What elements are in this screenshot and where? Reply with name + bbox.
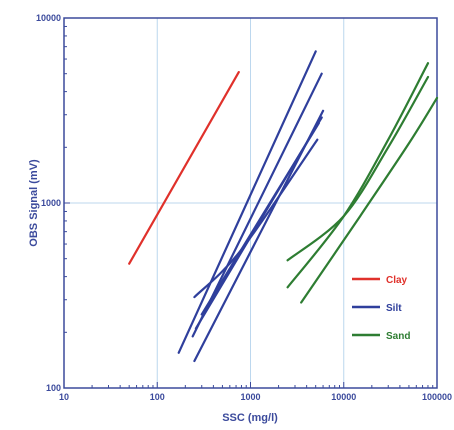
legend-label-clay: Clay (386, 275, 408, 286)
x-axis-title: SSC (mg/l) (222, 412, 278, 424)
series-line-silt (200, 122, 320, 316)
legend-label-sand: Sand (386, 331, 410, 342)
y-tick-label: 10000 (36, 13, 61, 23)
y-axis-title: OBS Signal (mV) (28, 159, 40, 247)
x-tick-label: 100 (150, 392, 165, 402)
series-line-sand (286, 62, 430, 289)
series-line-silt (177, 50, 317, 354)
y-tick-label: 1000 (41, 198, 61, 208)
series-line-silt (193, 138, 319, 299)
x-tick-label: 10 (59, 392, 69, 402)
x-tick-label: 1000 (240, 392, 260, 402)
x-tick-label: 10000 (331, 392, 356, 402)
series-line-clay (128, 71, 240, 265)
series-line-sand (300, 96, 439, 304)
series-line-sand (286, 75, 430, 262)
legend: Clay Silt Sand (352, 275, 410, 342)
x-tick-label: 100000 (422, 392, 452, 402)
y-tick-label: 100 (46, 383, 61, 393)
series-lines (128, 50, 439, 363)
grid (64, 18, 437, 388)
legend-label-silt: Silt (386, 303, 402, 314)
